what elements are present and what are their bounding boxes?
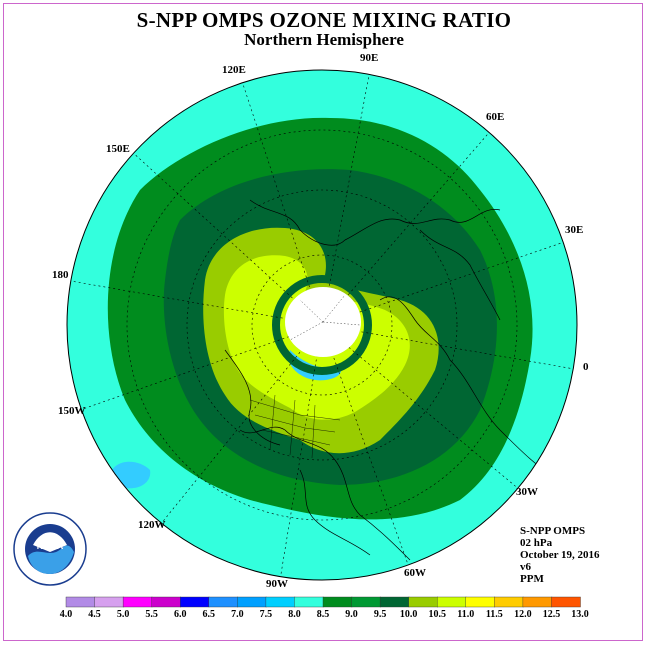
legend-swatch xyxy=(180,596,210,608)
lon-label-60e: 60E xyxy=(486,111,504,123)
lon-label-90w: 90W xyxy=(266,578,288,590)
legend-swatch xyxy=(122,596,153,608)
pole-graticule xyxy=(289,294,361,341)
info-level: 02 hPa xyxy=(520,537,553,549)
legend-tick-label: 7.5 xyxy=(259,609,273,620)
lon-label-60w: 60W xyxy=(404,567,426,579)
lon-label-150e: 150E xyxy=(106,143,130,155)
legend-swatch xyxy=(465,596,496,608)
legend-swatch xyxy=(379,596,410,608)
legend-swatch xyxy=(208,596,239,608)
color-legend xyxy=(65,596,581,608)
legend-tick-label: 4.0 xyxy=(59,609,73,620)
legend-swatch xyxy=(265,596,296,608)
legend-swatch xyxy=(151,596,181,608)
legend-swatch xyxy=(522,596,553,608)
legend-tick-label: 8.0 xyxy=(288,609,301,620)
lon-label-120e: 120E xyxy=(222,64,246,76)
lon-label-30e: 30E xyxy=(565,224,583,236)
noaa-logo: NOAA xyxy=(13,512,87,586)
legend-tick-label: 6.0 xyxy=(173,609,187,620)
legend-swatch xyxy=(351,596,381,608)
legend-tick-label: 9.5 xyxy=(373,609,387,620)
lon-label-0: 0 xyxy=(583,361,589,373)
legend-tick-label: 4.5 xyxy=(88,609,101,620)
info-date: October 19, 2016 xyxy=(520,549,600,561)
graticule xyxy=(67,70,577,580)
legend-swatch xyxy=(94,596,124,608)
pole-ring xyxy=(272,275,372,375)
legend-tick-label: 10.5 xyxy=(428,609,446,620)
coastlines xyxy=(224,199,561,561)
page-title: S-NPP OMPS OZONE MIXING RATIO xyxy=(136,8,512,32)
legend-tick-label: 13.0 xyxy=(571,609,589,620)
lon-label-150w: 150W xyxy=(58,405,86,417)
legend-swatch xyxy=(237,596,267,608)
lon-label-30w: 30W xyxy=(516,486,538,498)
lon-label-180: 180 xyxy=(52,269,69,281)
legend-swatch xyxy=(494,596,524,608)
noaa-logo-text: NOAA xyxy=(37,541,64,551)
legend-tick-label: 9.0 xyxy=(345,609,358,620)
state-lines xyxy=(249,394,341,459)
lon-label-90e: 90E xyxy=(360,52,378,64)
info-version: v6 xyxy=(520,561,531,573)
lon-label-120w: 120W xyxy=(138,519,166,531)
legend-tick-label: 6.5 xyxy=(202,609,216,620)
legend-swatch xyxy=(437,596,467,608)
legend-swatch xyxy=(408,596,438,608)
info-instrument: S-NPP OMPS xyxy=(520,525,586,537)
legend-swatch xyxy=(294,596,324,608)
map-boundary xyxy=(66,69,578,581)
legend-swatch xyxy=(551,596,581,608)
legend-tick-label: 5.5 xyxy=(145,609,158,620)
legend-tick-label: 5.0 xyxy=(116,609,130,620)
legend-tick-label: 10.0 xyxy=(399,609,418,620)
legend-tick-label: 8.5 xyxy=(316,609,330,620)
legend-tick-label: 12.0 xyxy=(514,609,532,620)
legend-tick-label: 11.0 xyxy=(457,609,475,620)
page-subtitle: Northern Hemisphere xyxy=(244,30,404,49)
legend-swatch xyxy=(65,596,96,608)
legend-tick-label: 12.5 xyxy=(542,609,561,620)
legend-tick-label: 11.5 xyxy=(485,609,503,620)
legend-swatch xyxy=(322,596,353,608)
info-units: PPM xyxy=(520,573,544,585)
legend-tick-label: 7.0 xyxy=(231,609,244,620)
